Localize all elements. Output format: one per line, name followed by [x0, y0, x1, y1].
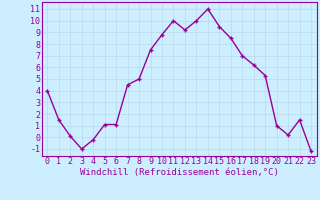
- X-axis label: Windchill (Refroidissement éolien,°C): Windchill (Refroidissement éolien,°C): [80, 168, 279, 177]
